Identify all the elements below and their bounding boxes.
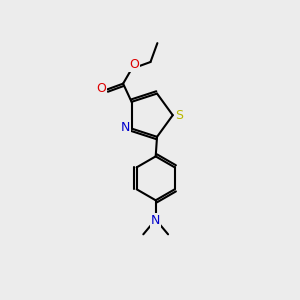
Text: N: N bbox=[151, 214, 160, 227]
Text: N: N bbox=[121, 121, 130, 134]
Text: O: O bbox=[96, 82, 106, 95]
Text: O: O bbox=[129, 58, 139, 70]
Text: S: S bbox=[175, 109, 183, 122]
